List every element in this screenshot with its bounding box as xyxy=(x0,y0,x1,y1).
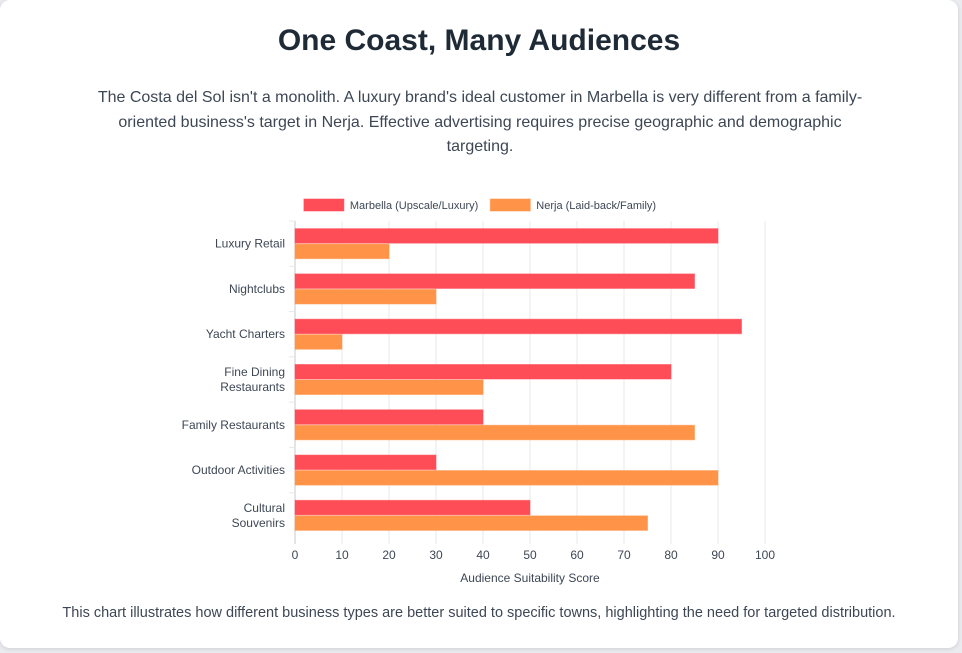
bar-chart: Marbella (Upscale/Luxury) Nerja (Laid-bac… xyxy=(182,198,776,585)
bar-nerja-outdoor-activities[interactable] xyxy=(294,470,719,486)
x-tick-label: 60 xyxy=(570,548,584,562)
x-tick-label: 0 xyxy=(292,548,299,562)
legend-item-marbella[interactable]: Marbella (Upscale/Luxury) xyxy=(303,198,478,212)
x-tick-label: 70 xyxy=(617,548,631,562)
page-title: One Coast, Many Audiences xyxy=(277,24,681,57)
y-axis-labels: Luxury Retail Nightclubs Yacht Charters Fin… xyxy=(182,237,285,530)
bar-marbella-luxury-retail[interactable] xyxy=(294,228,719,244)
bar-marbella-outdoor-activities[interactable] xyxy=(294,454,437,471)
x-tick-label: 80 xyxy=(664,548,678,562)
x-tick-label: 100 xyxy=(755,548,775,562)
bar-marbella-cultural-souvenirs[interactable] xyxy=(294,499,531,516)
y-tick-label-fine-dining-restaurants: Fine Dining Restaurants xyxy=(220,365,285,394)
bar-nerja-yacht-charters[interactable] xyxy=(294,334,343,350)
x-axis-labels: 0 10 20 30 40 50 60 70 80 90 100 xyxy=(292,548,776,562)
y-tick-label-yacht-charters: Yacht Charters xyxy=(206,327,285,341)
bar-marbella-fine-dining-restaurants[interactable] xyxy=(294,364,672,380)
x-tick-label: 30 xyxy=(429,548,443,562)
y-tick-label-family-restaurants: Family Restaurants xyxy=(182,418,285,432)
x-tick-label: 50 xyxy=(523,548,537,562)
legend-swatch xyxy=(489,198,531,212)
x-tick-label: 90 xyxy=(711,548,725,562)
bar-nerja-family-restaurants[interactable] xyxy=(294,424,695,441)
y-tick-label-outdoor-activities: Outdoor Activities xyxy=(192,463,285,477)
chart-bars xyxy=(294,228,742,531)
legend-label: Marbella (Upscale/Luxury) xyxy=(350,200,478,212)
x-axis-title: Audience Suitability Score xyxy=(460,571,600,585)
bar-nerja-cultural-souvenirs[interactable] xyxy=(294,515,648,531)
x-tick-label: 10 xyxy=(335,548,349,562)
legend-swatch xyxy=(303,198,345,212)
legend-label: Nerja (Laid-back/Family) xyxy=(536,200,656,212)
legend-item-nerja[interactable]: Nerja (Laid-back/Family) xyxy=(489,198,656,212)
x-tick-label: 40 xyxy=(476,548,490,562)
chart-caption: This chart illustrates how different bus… xyxy=(62,605,896,621)
bar-marbella-yacht-charters[interactable] xyxy=(294,318,742,335)
bar-marbella-nightclubs[interactable] xyxy=(294,273,695,289)
x-tick-label: 20 xyxy=(382,548,396,562)
bar-nerja-fine-dining-restaurants[interactable] xyxy=(294,379,484,395)
bar-nerja-nightclubs[interactable] xyxy=(294,288,437,305)
bar-nerja-luxury-retail[interactable] xyxy=(294,243,390,260)
chart-legend: Marbella (Upscale/Luxury) Nerja (Laid-bac… xyxy=(303,198,656,212)
y-tick-label-luxury-retail: Luxury Retail xyxy=(215,237,285,251)
bar-marbella-family-restaurants[interactable] xyxy=(294,409,484,425)
y-tick-label-nightclubs: Nightclubs xyxy=(229,282,285,296)
y-tick-label-cultural-souvenirs: Cultural Souvenirs xyxy=(232,501,285,530)
intro-paragraph: The Costa del Sol isn't a monolith. A lu… xyxy=(97,89,863,155)
